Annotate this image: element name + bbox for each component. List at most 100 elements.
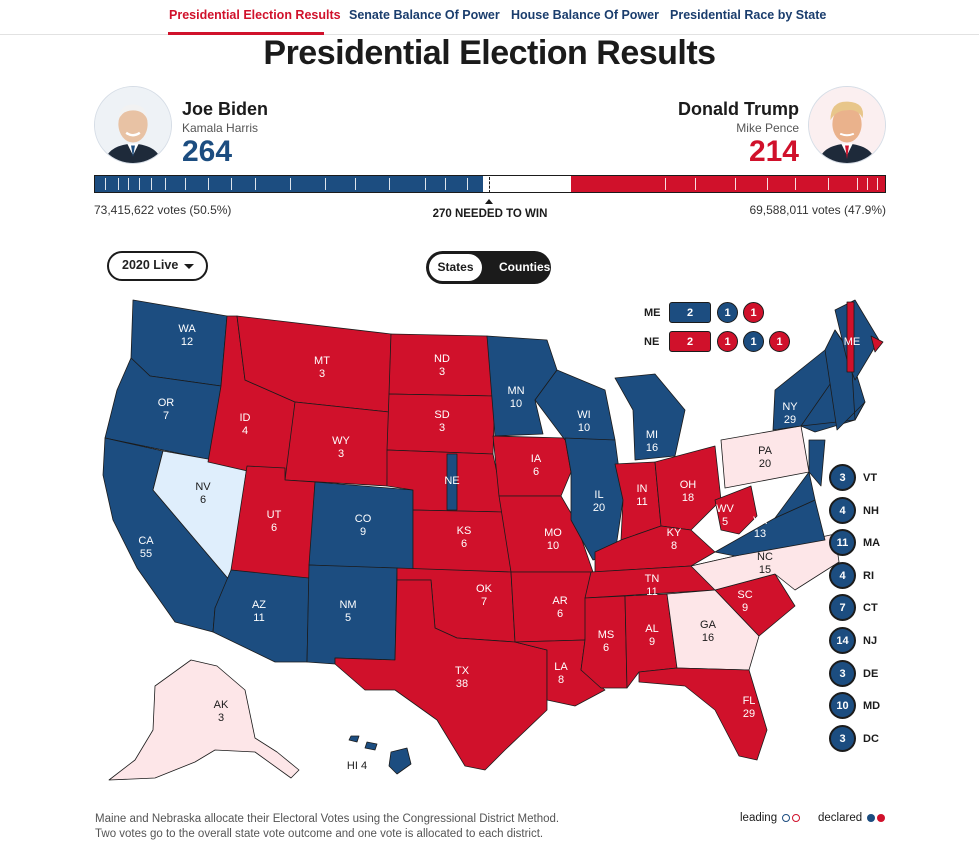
state-ia[interactable] bbox=[492, 435, 572, 497]
state-label-in: IN bbox=[637, 483, 648, 495]
state-hi[interactable] bbox=[388, 747, 412, 775]
state-block-divider bbox=[735, 178, 736, 190]
state-ga[interactable] bbox=[666, 589, 760, 671]
trump-avatar bbox=[808, 86, 886, 164]
trump-portrait-icon bbox=[809, 87, 885, 163]
state-wi[interactable] bbox=[534, 369, 616, 441]
state-fl[interactable] bbox=[638, 667, 768, 761]
state-block-divider bbox=[695, 178, 696, 190]
small-state-ev-ri[interactable]: 4 bbox=[829, 561, 856, 589]
state-ev-nc: 15 bbox=[759, 564, 771, 576]
state-me-district-2[interactable] bbox=[846, 301, 855, 373]
state-label-al: AL bbox=[645, 623, 658, 635]
dem-running-mate: Kamala Harris bbox=[182, 121, 259, 135]
state-label-wy: WY bbox=[332, 435, 350, 447]
small-state-abbr-nh: NH bbox=[863, 504, 879, 517]
small-state-abbr-vt: VT bbox=[863, 472, 878, 484]
page-title: Presidential Election Results bbox=[263, 34, 716, 72]
state-oh[interactable] bbox=[654, 445, 722, 531]
state-ev-nd: 3 bbox=[439, 366, 445, 378]
state-block-divider bbox=[118, 178, 119, 190]
state-ev-in: 11 bbox=[636, 496, 647, 508]
state-va[interactable] bbox=[714, 499, 826, 557]
state-ev-co: 9 bbox=[360, 526, 366, 538]
state-label-ny: NY bbox=[782, 401, 798, 413]
small-state-ev-dc[interactable]: 3 bbox=[829, 724, 856, 752]
state-ev-ca: 55 bbox=[140, 548, 152, 560]
state-ev-mt: 3 bbox=[319, 368, 325, 380]
state-ne-district-2[interactable] bbox=[446, 453, 458, 511]
state-hi-islands[interactable] bbox=[348, 735, 378, 751]
legend-declared: declared bbox=[818, 812, 886, 824]
toggle-states-button[interactable]: States bbox=[429, 254, 482, 281]
state-ev-tn: 11 bbox=[646, 586, 657, 598]
state-mi[interactable] bbox=[614, 373, 686, 461]
state-me-tip[interactable] bbox=[870, 335, 884, 353]
nav-tab-presidential-results[interactable]: Presidential Election Results bbox=[169, 8, 341, 22]
small-state-ev-nj[interactable]: 14 bbox=[829, 627, 856, 654]
nav-tab-senate-balance[interactable]: Senate Balance Of Power bbox=[349, 8, 500, 22]
state-nm[interactable] bbox=[306, 564, 398, 665]
state-new-england[interactable] bbox=[824, 329, 866, 431]
small-state-abbr-ri: RI bbox=[863, 569, 874, 582]
top-nav: Presidential Election Results Senate Bal… bbox=[0, 0, 979, 35]
state-pa[interactable] bbox=[720, 425, 810, 489]
leading-dem-dot-icon bbox=[782, 814, 791, 822]
small-state-ev-md[interactable]: 10 bbox=[829, 692, 856, 720]
state-ev-wy: 3 bbox=[338, 448, 344, 460]
state-mo[interactable] bbox=[498, 495, 594, 573]
state-ev-al: 9 bbox=[649, 636, 655, 648]
state-label-wa: WA bbox=[178, 323, 196, 335]
state-block-divider bbox=[185, 178, 186, 190]
state-label-ms: MS bbox=[598, 629, 615, 641]
state-ar[interactable] bbox=[510, 571, 594, 643]
small-state-abbr-md: MD bbox=[863, 700, 881, 713]
state-label-ks: KS bbox=[457, 525, 472, 537]
state-label-hi: HI 4 bbox=[347, 760, 367, 772]
state-wv[interactable] bbox=[714, 485, 758, 535]
state-ev-ga: 16 bbox=[702, 632, 714, 644]
me-district-1: 1 bbox=[717, 302, 738, 323]
small-state-ev-ct[interactable]: 7 bbox=[829, 594, 856, 622]
state-block-divider bbox=[105, 178, 106, 190]
state-label-pa: PA bbox=[758, 445, 773, 457]
state-nd[interactable] bbox=[388, 333, 496, 397]
legend-declared-label: declared bbox=[818, 812, 863, 824]
state-ev-mo: 10 bbox=[547, 540, 559, 552]
state-label-ar: AR bbox=[552, 595, 567, 607]
small-state-ev-nh[interactable]: 4 bbox=[829, 496, 856, 524]
rep-electoral-votes: 214 bbox=[748, 135, 799, 168]
state-label-mi: MI bbox=[646, 429, 658, 441]
state-nj[interactable] bbox=[808, 439, 826, 487]
state-ev-tx: 38 bbox=[456, 678, 468, 690]
state-label-nc: NC bbox=[757, 551, 773, 563]
dem-ev-bar-fill bbox=[95, 176, 483, 192]
state-block-divider bbox=[445, 178, 446, 190]
toggle-counties-button[interactable]: Counties bbox=[499, 260, 551, 274]
state-tx[interactable] bbox=[334, 579, 548, 771]
state-block-divider bbox=[325, 178, 326, 190]
footnote: Maine and Nebraska allocate their Electo… bbox=[95, 812, 559, 842]
state-ev-wa: 12 bbox=[181, 336, 193, 348]
state-label-tx: TX bbox=[455, 665, 470, 677]
small-state-ev-vt[interactable]: 3 bbox=[829, 464, 856, 491]
state-block-divider bbox=[867, 178, 868, 190]
small-state-ev-de[interactable]: 3 bbox=[829, 659, 856, 687]
state-block-divider bbox=[165, 178, 166, 190]
state-ev-va: 13 bbox=[754, 528, 766, 540]
year-dropdown[interactable]: 2020 Live bbox=[107, 251, 208, 281]
state-label-nv: NV bbox=[195, 481, 211, 493]
state-block-divider bbox=[139, 178, 140, 190]
ne-district-2: 1 bbox=[743, 331, 764, 352]
small-state-ev-ma[interactable]: 11 bbox=[829, 529, 856, 557]
state-block-divider bbox=[877, 178, 878, 190]
state-md-de[interactable] bbox=[774, 471, 816, 519]
nav-tab-race-by-state[interactable]: Presidential Race by State bbox=[670, 8, 827, 22]
state-label-ak: AK bbox=[214, 699, 229, 711]
nav-tab-house-balance[interactable]: House Balance Of Power bbox=[511, 8, 659, 22]
state-ak[interactable] bbox=[108, 659, 300, 781]
chevron-down-icon bbox=[184, 264, 194, 269]
state-label-ut: UT bbox=[267, 509, 282, 521]
map-state-labels: WA12OR7CA55NV6ID4MT3WY3UT6AZ11CO9NM5ND3S… bbox=[138, 323, 860, 772]
rep-candidate-name: Donald Trump bbox=[678, 99, 799, 119]
